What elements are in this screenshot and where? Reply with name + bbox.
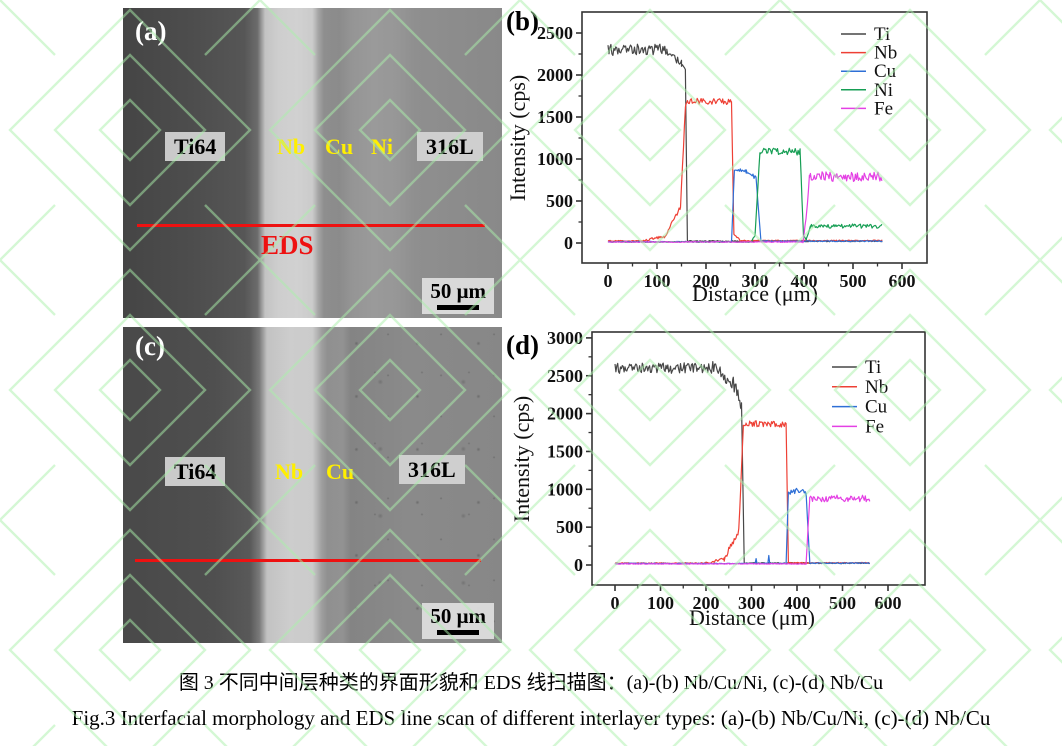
- region-label-nb: Nb: [277, 134, 306, 159]
- region-label-ti64: Ti64: [165, 132, 226, 162]
- x-tick-label: 600: [875, 593, 902, 613]
- caption-chinese: 图 3 不同中间层种类的界面形貌和 EDS 线扫描图：(a)-(b) Nb/Cu…: [178, 672, 884, 694]
- caption-english: Fig.3 Interfacial morphology and EDS lin…: [71, 706, 991, 730]
- legend-label-ti: Ti: [865, 357, 881, 378]
- x-tick-label: 500: [829, 593, 856, 613]
- x-tick-label: 100: [644, 271, 671, 291]
- panel-letter-c: (c): [135, 331, 165, 361]
- series-line-cu: [614, 487, 870, 565]
- sem-speckle-texture: [342, 327, 502, 643]
- scale-bar-line: [437, 630, 480, 635]
- y-tick-label: 500: [556, 517, 583, 537]
- scale-bar-label: 50 μm: [430, 604, 486, 628]
- y-tick-label: 3000: [547, 328, 583, 348]
- y-axis-label: Intensity (cps): [505, 75, 530, 201]
- x-tick-label: 0: [611, 593, 620, 613]
- region-label-cu: Cu: [325, 134, 354, 159]
- y-tick-label: 0: [574, 555, 583, 575]
- region-label-316l: 316L: [399, 455, 465, 485]
- sem-panel-a: (a) Ti64 Nb Cu Ni 316L EDS 50 μm: [123, 8, 502, 318]
- series-line-fe: [615, 494, 871, 565]
- sem-panel-c: (c) Ti64 Nb Cu 316L 50 μm: [123, 327, 502, 643]
- legend-label-fe: Fe: [874, 98, 893, 119]
- eds-scan-line: [135, 559, 481, 562]
- y-tick-label: 2500: [537, 23, 573, 43]
- scale-bar: 50 μm: [422, 603, 494, 639]
- y-tick-label: 2000: [537, 65, 573, 85]
- legend-label-nb: Nb: [865, 377, 888, 398]
- x-tick-label: 100: [647, 593, 674, 613]
- region-label-ni: Ni: [371, 134, 393, 159]
- region-label-cu: Cu: [326, 459, 355, 484]
- scale-bar-label: 50 μm: [430, 279, 486, 303]
- x-tick-label: 600: [889, 271, 916, 291]
- eds-scan-line: [137, 224, 485, 227]
- eds-line-chart-d: 0 100 200 300 400 500 600050010001500200025003…: [509, 328, 926, 630]
- region-label-nb: Nb: [275, 459, 304, 484]
- region-label-316l: 316L: [417, 132, 483, 162]
- series-line-ti: [614, 360, 870, 565]
- eds-label: EDS: [261, 230, 314, 260]
- y-tick-label: 2000: [547, 404, 583, 424]
- y-tick-label: 1500: [537, 107, 573, 127]
- y-tick-label: 1000: [547, 479, 583, 499]
- y-tick-label: 0: [564, 233, 573, 253]
- series-line-fe: [607, 171, 883, 244]
- eds-line-chart-b: 0 100 200 300 400 500 60005001000150020002500D…: [505, 11, 928, 306]
- series-line-nb: [614, 420, 870, 565]
- scale-bar: 50 μm: [422, 278, 494, 314]
- legend-label-cu: Cu: [865, 397, 888, 418]
- y-axis-label: Intensity (cps): [509, 396, 534, 522]
- series-line-cu: [607, 168, 883, 243]
- y-tick-label: 500: [546, 191, 573, 211]
- x-axis-label: Distance (μm): [689, 605, 815, 630]
- x-tick-label: 500: [840, 271, 867, 291]
- y-tick-label: 1500: [547, 441, 583, 461]
- panel-letter-a: (a): [135, 16, 167, 46]
- y-tick-label: 1000: [537, 149, 573, 169]
- y-tick-label: 2500: [547, 366, 583, 386]
- x-axis-label: Distance (μm): [692, 281, 818, 306]
- scale-bar-line: [437, 305, 480, 310]
- series-line-ni: [607, 147, 883, 243]
- region-label-ti64: Ti64: [165, 457, 226, 487]
- series-line-ti: [607, 43, 883, 243]
- x-tick-label: 0: [604, 271, 613, 291]
- legend-label-fe: Fe: [865, 416, 884, 437]
